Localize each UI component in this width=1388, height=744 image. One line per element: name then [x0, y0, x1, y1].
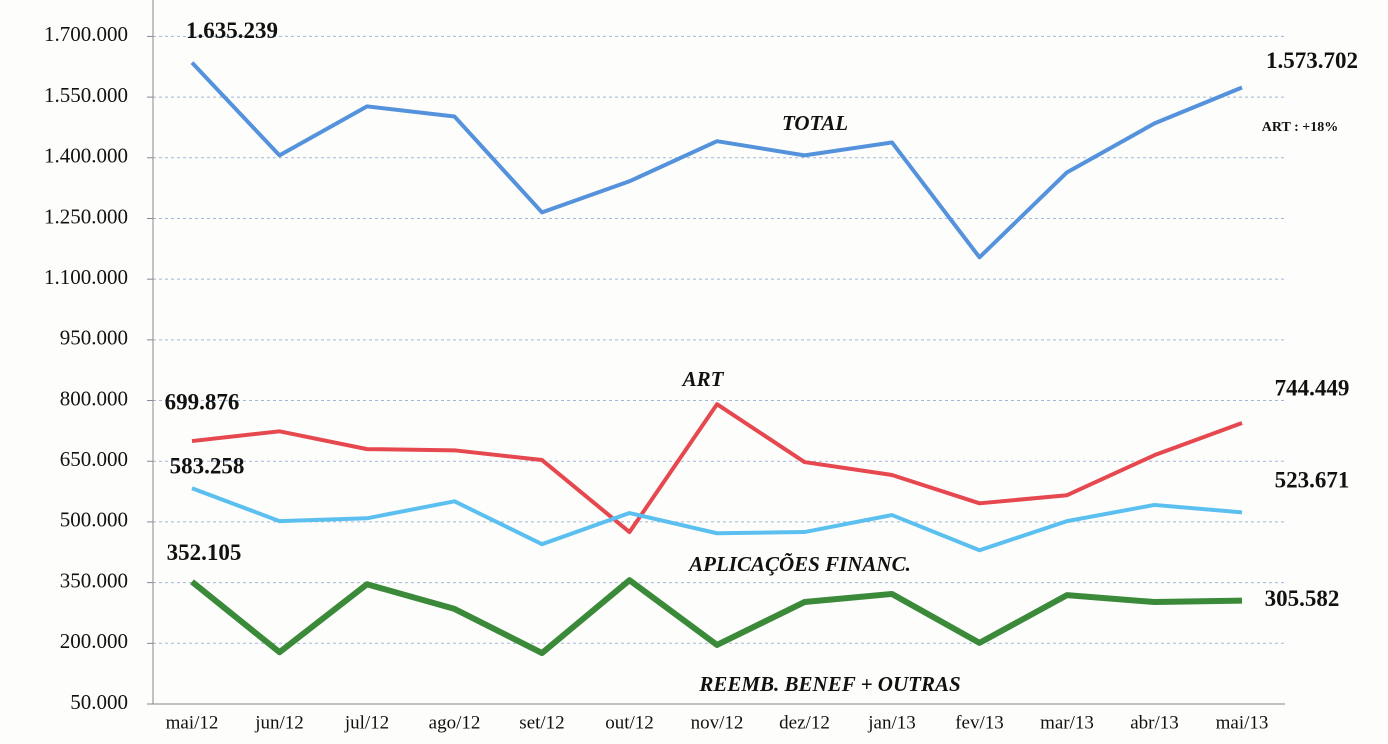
- annotation: ART : +18%: [1262, 120, 1338, 135]
- y-tick-label: 350.000: [60, 568, 128, 592]
- data-label: 352.105: [167, 540, 242, 565]
- x-tick-label: out/12: [605, 712, 654, 733]
- series-line: [191, 486, 1243, 553]
- y-tick-label: 500.000: [60, 508, 128, 532]
- x-tick-label: jul/12: [344, 712, 389, 733]
- y-tick-label: 1.700.000: [44, 22, 128, 46]
- x-tick-label: ago/12: [429, 712, 481, 733]
- x-tick-label: nov/12: [691, 712, 744, 733]
- y-tick-label: 200.000: [60, 629, 128, 653]
- x-tick-label: set/12: [519, 712, 564, 733]
- y-tick-label: 950.000: [60, 326, 128, 350]
- data-label: 523.671: [1275, 468, 1350, 493]
- y-tick-label: 50.000: [70, 690, 128, 714]
- series-line: [190, 577, 1243, 657]
- y-tick-label: 1.400.000: [44, 144, 128, 168]
- y-tick-label: 800.000: [60, 386, 128, 410]
- x-tick-label: jan/13: [867, 712, 916, 733]
- data-label: 305.582: [1265, 586, 1340, 611]
- series-label: ART: [681, 367, 725, 391]
- y-tick-label: 1.250.000: [44, 204, 128, 228]
- y-tick-label: 1.550.000: [44, 83, 128, 107]
- data-label: 583.258: [170, 454, 245, 479]
- data-label: 1.635.239: [186, 18, 278, 43]
- data-label: 699.876: [165, 389, 240, 414]
- x-tick-label: dez/12: [779, 712, 830, 733]
- x-tick-label: mar/13: [1040, 712, 1094, 733]
- x-tick-label: mai/13: [1216, 712, 1269, 733]
- series-line: [190, 61, 1243, 260]
- x-tick-label: abr/13: [1130, 712, 1179, 733]
- x-tick-label: jun/12: [254, 712, 304, 733]
- y-tick-label: 650.000: [60, 447, 128, 471]
- data-label: 1.573.702: [1266, 48, 1358, 73]
- series-label: TOTAL: [782, 111, 848, 135]
- data-label: 744.449: [1275, 375, 1350, 400]
- y-tick-label: 1.100.000: [44, 265, 128, 289]
- series-label: REEMB. BENEF + OUTRAS: [698, 672, 960, 696]
- x-tick-label: fev/13: [955, 712, 1004, 733]
- series-label: APLICAÇÕES FINANC.: [687, 552, 911, 576]
- series-line: [191, 402, 1243, 535]
- x-tick-label: mai/12: [166, 712, 219, 733]
